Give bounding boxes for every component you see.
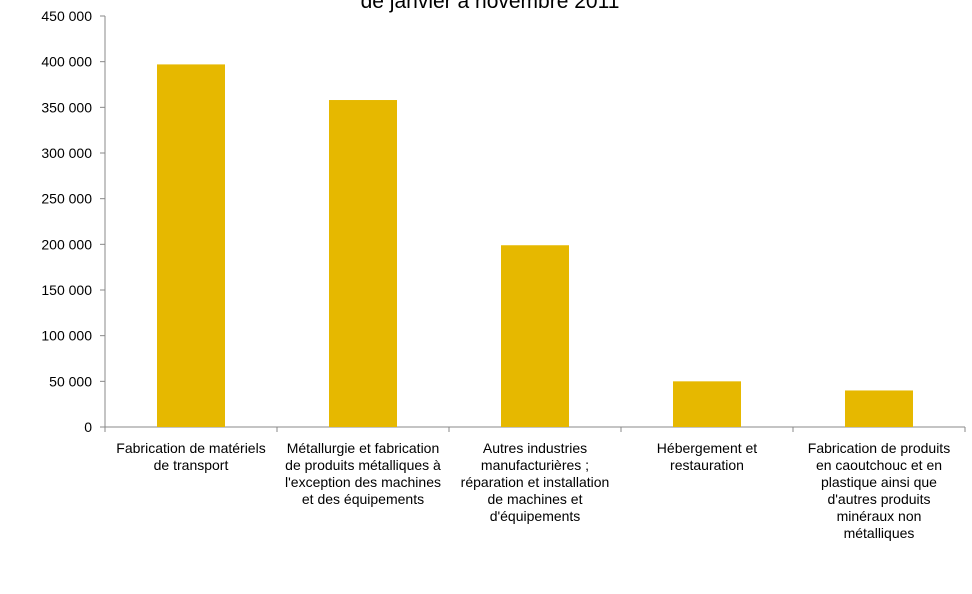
y-tick-label: 0 bbox=[84, 419, 92, 435]
bar bbox=[845, 390, 913, 427]
x-tick-label: Fabrication de produits en caoutchouc et… bbox=[807, 440, 951, 541]
y-tick-label: 200 000 bbox=[41, 236, 92, 252]
bar bbox=[157, 64, 225, 427]
x-tick-label: Fabrication de matériels de transport bbox=[116, 440, 266, 473]
x-tick-label: Hébergement et restauration bbox=[656, 440, 758, 473]
bar bbox=[673, 381, 741, 427]
chart-title: de janvier à novembre 2011 bbox=[361, 0, 620, 13]
y-tick-label: 50 000 bbox=[49, 373, 92, 389]
y-tick-label: 400 000 bbox=[41, 54, 92, 70]
y-tick-label: 250 000 bbox=[41, 191, 92, 207]
y-tick-label: 350 000 bbox=[41, 99, 92, 115]
bar bbox=[501, 245, 569, 427]
x-tick-label: Métallurgie et fabrication de produits m… bbox=[285, 440, 441, 507]
y-tick-label: 300 000 bbox=[41, 145, 92, 161]
x-tick-label: Autres industries manufacturières ; répa… bbox=[460, 440, 610, 524]
y-tick-label: 150 000 bbox=[41, 282, 92, 298]
y-tick-label: 450 000 bbox=[41, 8, 92, 24]
bar bbox=[329, 100, 397, 427]
y-tick-label: 100 000 bbox=[41, 328, 92, 344]
